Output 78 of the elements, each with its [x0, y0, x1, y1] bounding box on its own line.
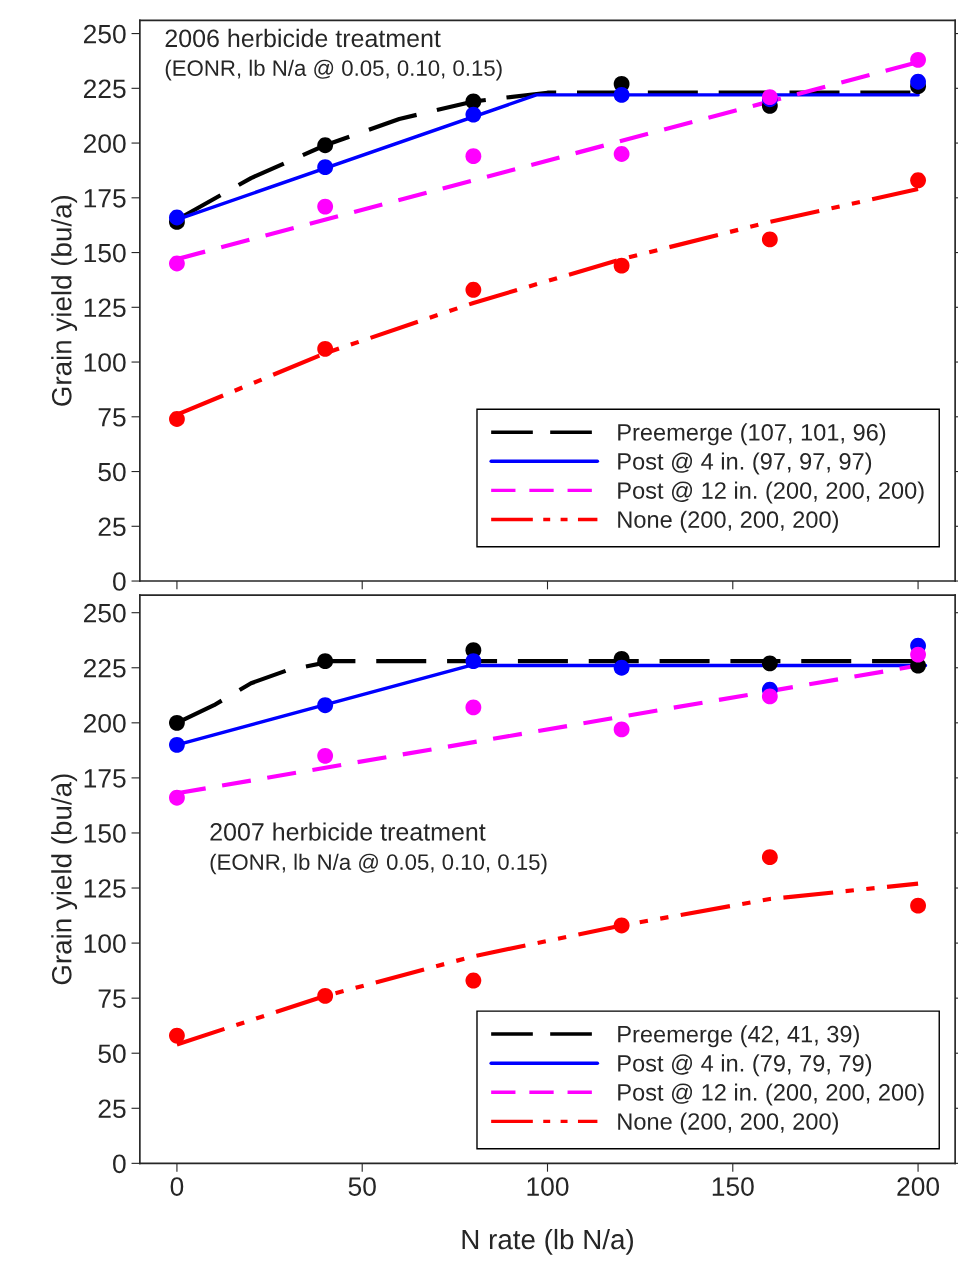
- point: [465, 148, 482, 165]
- x-tick-label: 150: [712, 1177, 754, 1196]
- text: (EONR, lb N/a @ 0.05, 0.10, 0.15): [165, 59, 502, 81]
- legend-label: Preemerge (42, 41, 39): [618, 1025, 859, 1048]
- point: [910, 73, 926, 90]
- point: [761, 849, 778, 866]
- point: [317, 159, 334, 176]
- point: [910, 646, 926, 663]
- point: [169, 789, 185, 806]
- point: [169, 411, 185, 427]
- y-tick-label: 250: [83, 603, 126, 623]
- point: [761, 231, 778, 248]
- y-tick-label: 225: [83, 79, 126, 99]
- point: [613, 659, 630, 676]
- point: [465, 106, 482, 123]
- legend-label: Preemerge (107, 101, 96): [618, 423, 886, 446]
- y-tick-label: 175: [84, 189, 126, 208]
- y-tick-label: 100: [84, 934, 126, 953]
- y-tick-label: 200: [83, 134, 126, 153]
- y-tick-label: 250: [83, 24, 126, 44]
- point: [465, 699, 482, 716]
- y-tick-label: 225: [83, 658, 126, 678]
- point: [761, 655, 778, 672]
- legend-label: None (200, 200, 200): [618, 1112, 838, 1135]
- point: [169, 1027, 185, 1044]
- y-tick-label: 75: [98, 408, 126, 427]
- point: [465, 972, 482, 989]
- point: [317, 137, 334, 154]
- point: [613, 146, 630, 162]
- point: [169, 255, 185, 272]
- x-tick-label: 200: [897, 1177, 940, 1196]
- legend-label: Post @ 12 in. (200, 200, 200): [618, 481, 924, 504]
- x-tick-label: 100: [527, 1177, 569, 1196]
- y-tick-label: 25: [98, 517, 126, 537]
- point: [465, 653, 482, 670]
- point: [317, 697, 334, 714]
- legend-label: Post @ 4 in. (97, 97, 97): [618, 452, 872, 475]
- point: [169, 714, 185, 731]
- y-tick-label: 125: [84, 879, 126, 898]
- point: [317, 198, 334, 215]
- y-axis-title: Grain yield (bu/a): [51, 195, 78, 406]
- point: [613, 257, 630, 274]
- y-tick-label: 100: [84, 353, 126, 372]
- y-tick-label: 0: [113, 1154, 126, 1174]
- legend-label: None (200, 200, 200): [618, 510, 838, 533]
- point: [761, 688, 778, 705]
- point: [317, 988, 334, 1004]
- point: [910, 51, 926, 68]
- text: (EONR, lb N/a @ 0.05, 0.10, 0.15): [210, 853, 547, 875]
- legend-label: Post @ 4 in. (79, 79, 79): [618, 1054, 872, 1077]
- y-tick-label: 200: [83, 713, 126, 733]
- y-tick-label: 50: [98, 1044, 126, 1064]
- point: [613, 86, 630, 103]
- point: [613, 917, 630, 934]
- y-axis-title: Grain yield (bu/a): [51, 774, 78, 985]
- y-tick-label: 25: [98, 1099, 126, 1119]
- y-tick-label: 150: [84, 243, 126, 263]
- y-tick-label: 150: [84, 824, 126, 843]
- x-tick-label: 0: [170, 1177, 184, 1196]
- y-tick-label: 0: [113, 572, 126, 591]
- legend-label: Post @ 12 in. (200, 200, 200): [618, 1083, 924, 1106]
- point: [169, 736, 185, 753]
- point: [910, 172, 926, 189]
- text: 2007 herbicide treatment: [210, 822, 486, 841]
- point: [317, 340, 334, 357]
- y-tick-label: 125: [84, 298, 126, 318]
- x-tick-label: 50: [348, 1177, 376, 1196]
- x-axis-title: N rate (lb N/a): [462, 1228, 633, 1255]
- y-tick-label: 75: [98, 989, 126, 1008]
- chart-title: 2006 herbicide treatment: [165, 28, 441, 48]
- point: [169, 209, 185, 226]
- point: [910, 897, 926, 914]
- point: [317, 747, 334, 764]
- point: [317, 653, 334, 670]
- y-tick-label: 175: [84, 769, 126, 788]
- point: [465, 281, 482, 298]
- point: [613, 721, 630, 738]
- y-tick-label: 50: [98, 462, 126, 482]
